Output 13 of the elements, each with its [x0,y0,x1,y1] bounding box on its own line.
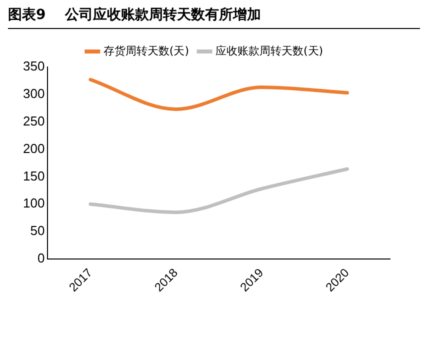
line-series [88,167,349,214]
legend-label: 存货周转天数(天) [103,44,190,58]
y-tick-label: 100 [22,196,45,211]
y-tick-label: 150 [22,168,45,184]
y-tick-label: 350 [22,58,45,74]
legend-label: 应收账款周转天数(天) [216,44,324,58]
y-tick-label: 250 [22,113,45,128]
y-tick-label: 50 [30,223,45,238]
y-tick-label: 200 [22,140,45,156]
line-series [88,78,349,111]
y-tick-label: 0 [37,250,45,266]
y-tick-label: 300 [22,86,45,101]
chart-title: 图表9 公司应收账款周转天数有所增加 [8,6,420,29]
